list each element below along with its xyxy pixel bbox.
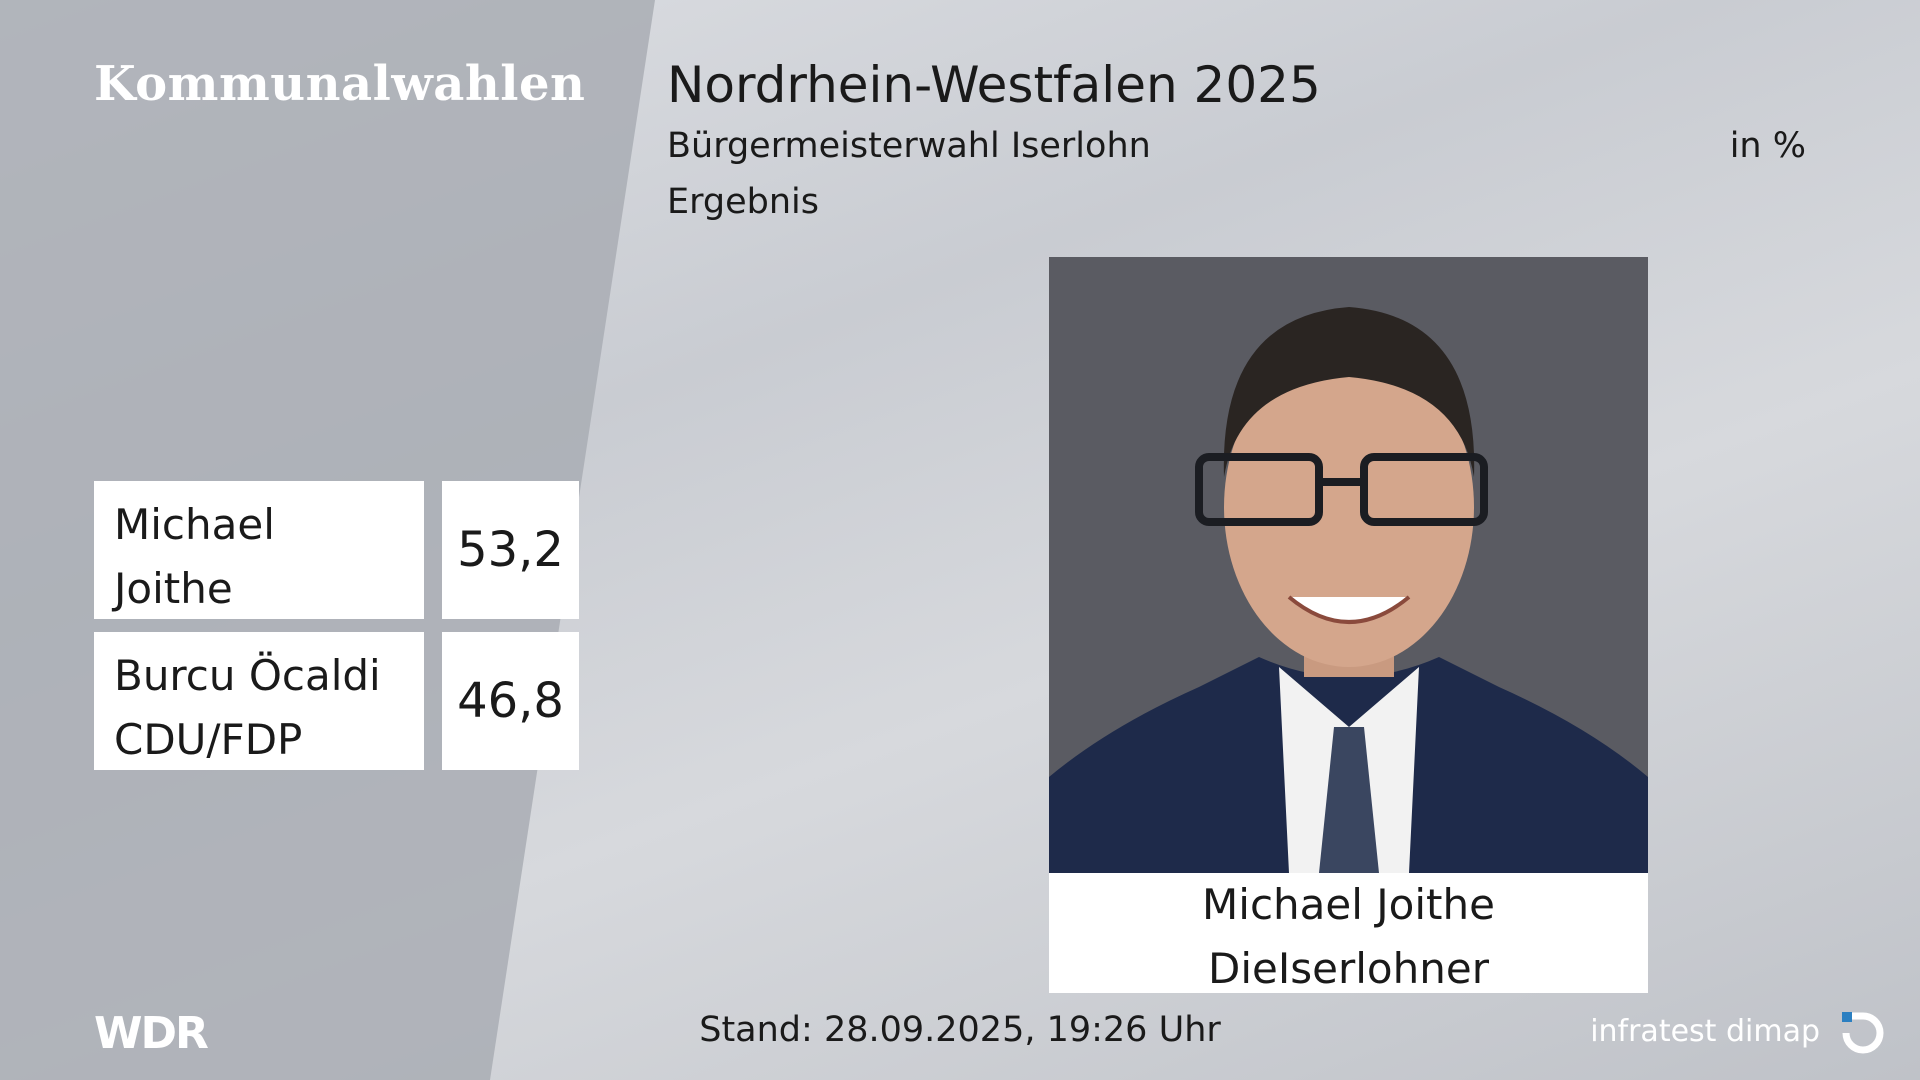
source-logo (1842, 1012, 1884, 1054)
title: Nordrhein-Westfalen 2025 (667, 56, 1321, 114)
candidate-value: 46,8 (442, 632, 579, 770)
brand-logo: WDR (94, 1008, 209, 1059)
timestamp: Stand: 28.09.2025, 19:26 Uhr (699, 1010, 1221, 1050)
winner-party: DieIserlohner (1208, 944, 1489, 993)
subtitle: Bürgermeisterwahl Iserlohn (667, 126, 1151, 166)
source: infratest dimap (1590, 1014, 1820, 1049)
unit: in % (1729, 126, 1806, 166)
winner-name: Michael Joithe (1202, 880, 1495, 929)
candidate-name: Michael Joithe (114, 500, 275, 613)
candidate-name: Burcu Öcaldi (114, 651, 381, 700)
winner-caption: Michael Joithe DieIserlohner (1049, 873, 1648, 993)
program-title: Kommunalwahlen (94, 56, 586, 112)
candidate-value: 53,2 (442, 481, 579, 619)
candidate-photo (1049, 257, 1648, 873)
candidate-box: Burcu Öcaldi CDU/FDP (94, 632, 424, 770)
candidate-party: CDU/FDP (114, 715, 303, 764)
status: Ergebnis (667, 182, 819, 222)
